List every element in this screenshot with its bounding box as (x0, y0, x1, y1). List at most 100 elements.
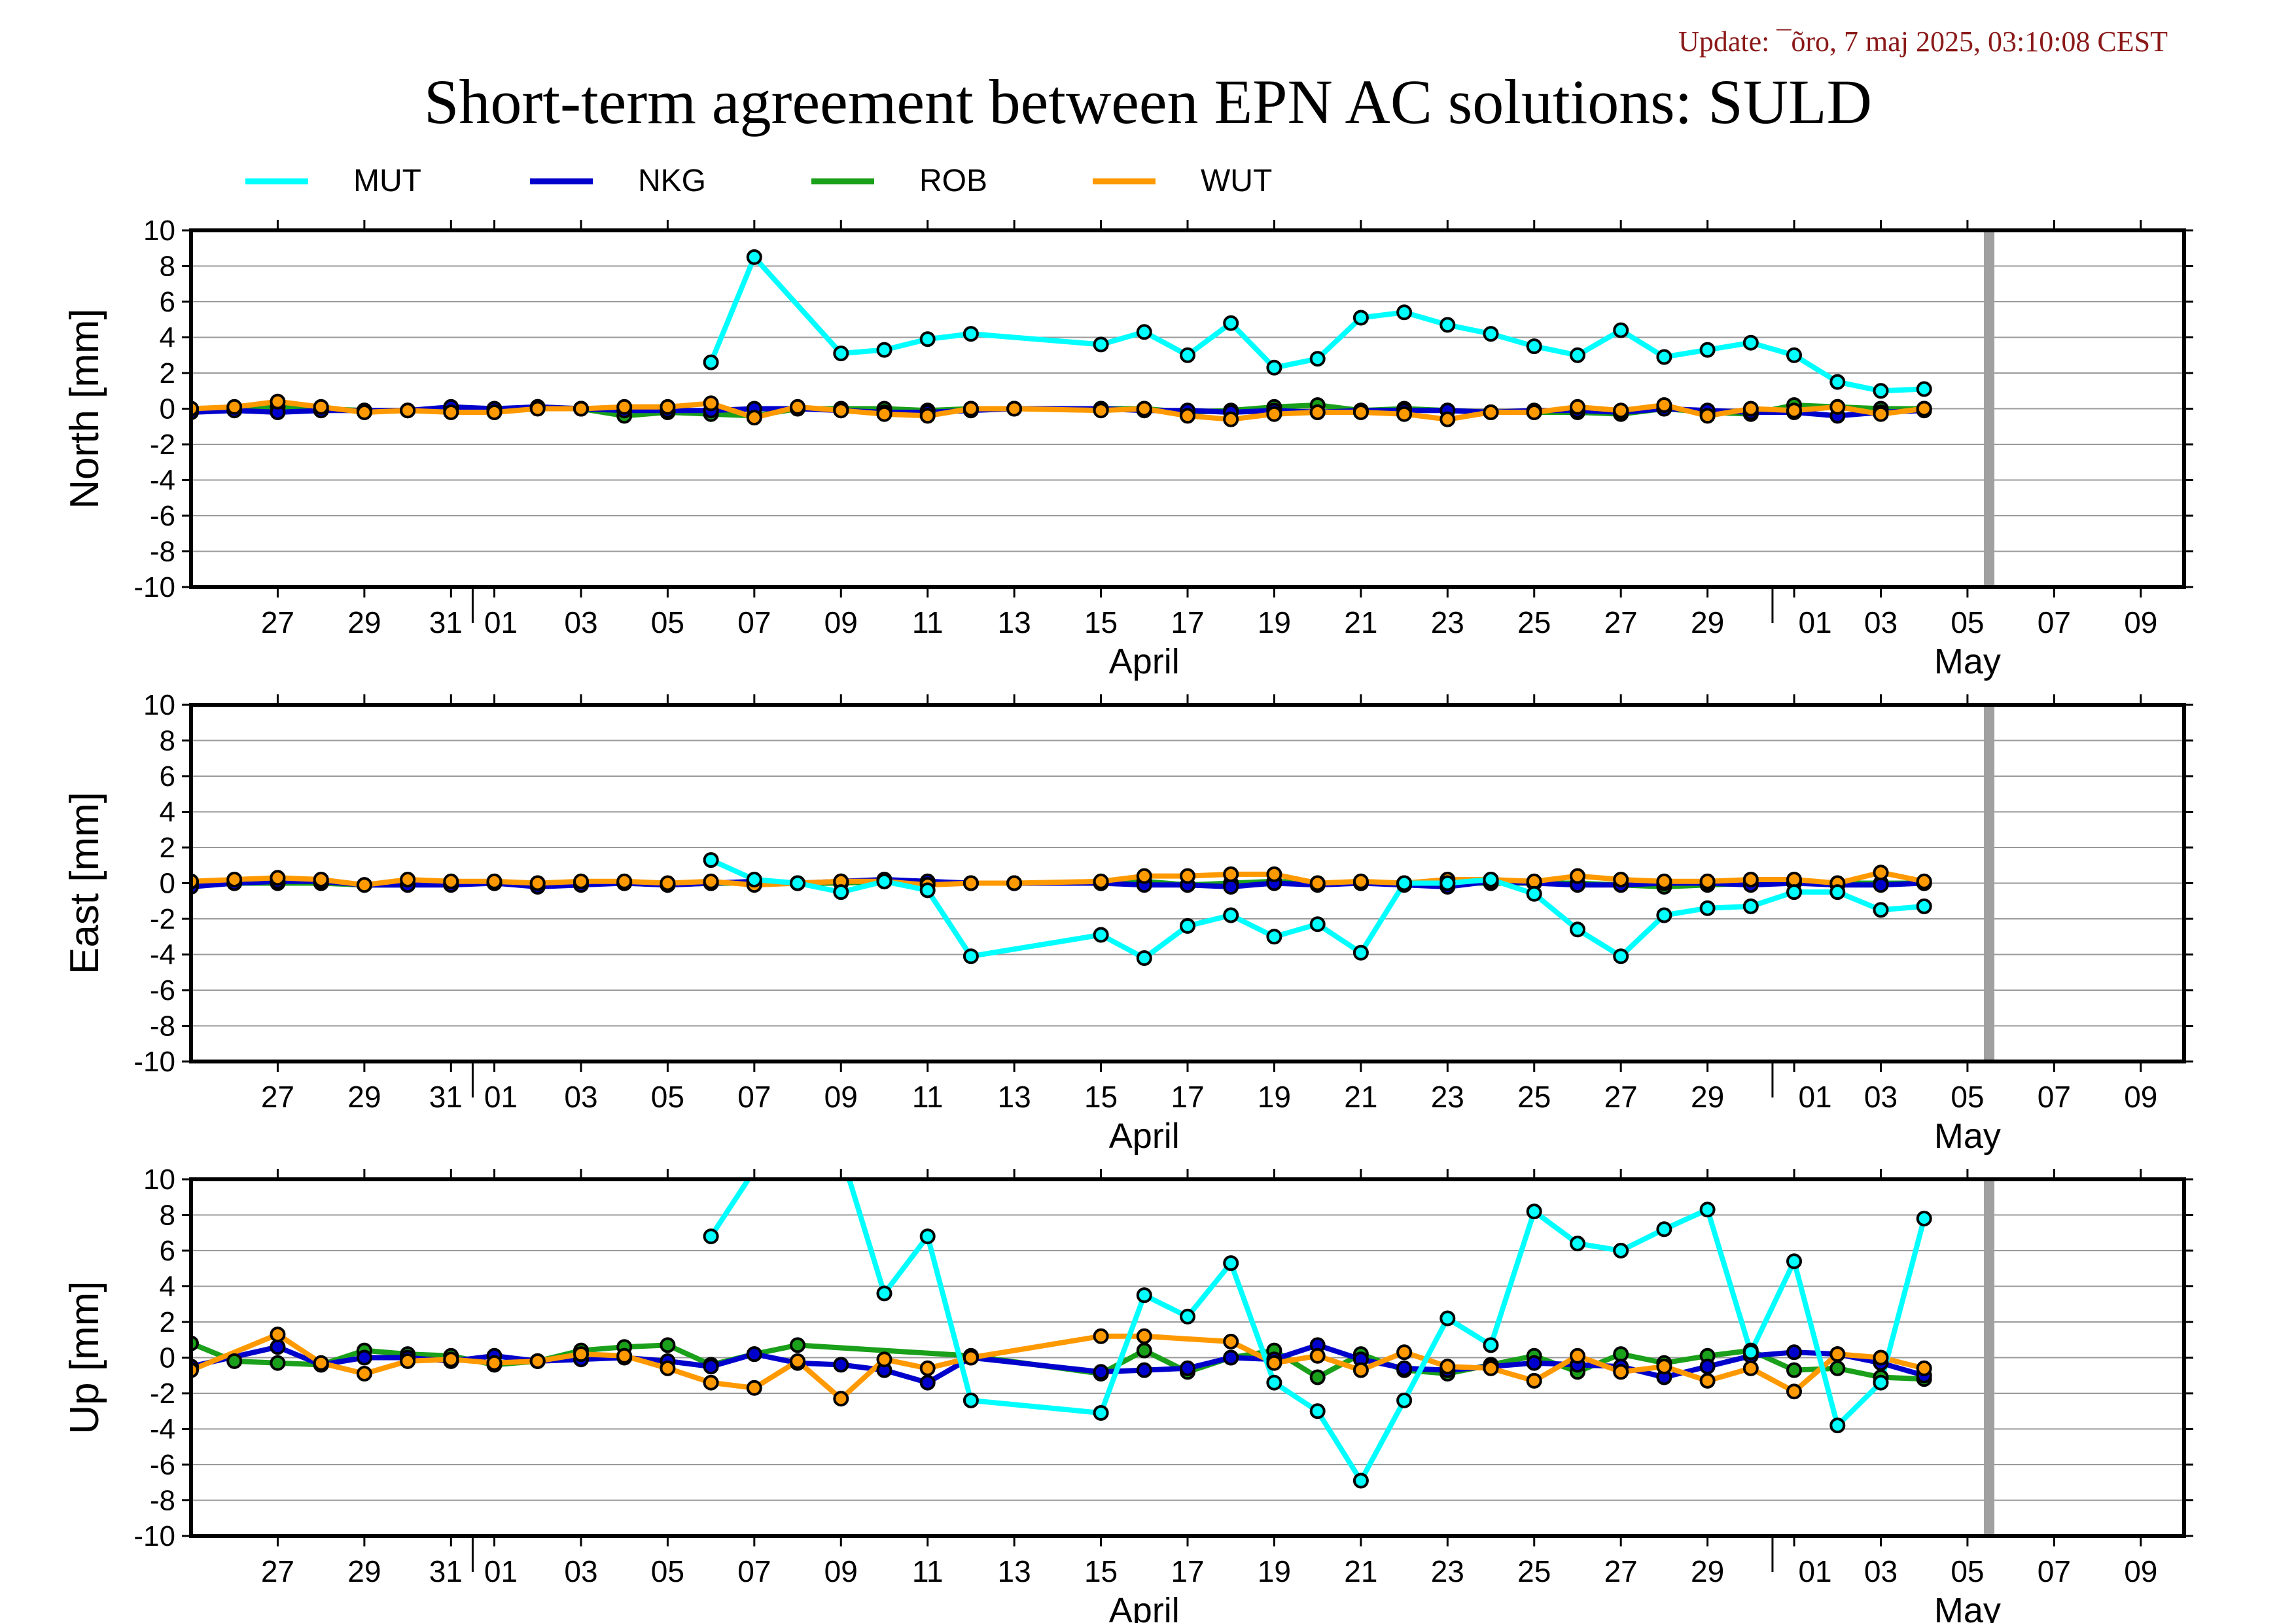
data-point-wut (573, 873, 589, 889)
x-tick-label: 01 (484, 1080, 518, 1114)
x-tick-label: 31 (429, 1554, 463, 1588)
data-point-mut (833, 346, 849, 361)
x-tick-label: 25 (1517, 605, 1551, 639)
plot-frame (189, 703, 2186, 1063)
data-point-nkg (356, 1349, 372, 1366)
legend-label-rob: ROB (919, 164, 987, 198)
x-tick-label: 05 (651, 605, 684, 639)
data-point-wut (1439, 1359, 1456, 1375)
data-point-wut (313, 399, 329, 415)
data-point-mut (963, 948, 979, 965)
data-point-wut (1309, 875, 1326, 891)
data-point-wut (529, 401, 546, 417)
data-point-wut (876, 406, 892, 422)
data-point-rob (270, 1355, 286, 1371)
x-tick-label: 19 (1258, 1554, 1291, 1588)
data-point-wut (1699, 408, 1716, 424)
data-point-nkg (919, 1374, 936, 1391)
data-point-wut (1352, 1362, 1369, 1378)
series-line-mut (709, 857, 1925, 961)
y-tick-label: 2 (160, 357, 175, 389)
x-tick-label: 27 (1604, 1080, 1638, 1114)
x-tick-label: 03 (1864, 1554, 1898, 1588)
data-point-wut (226, 872, 243, 887)
data-point-mut (1613, 322, 1629, 338)
data-point-mut (919, 331, 936, 348)
current-date-marker (1984, 705, 1995, 1061)
data-point-mut (1352, 944, 1369, 961)
y-tick-label: 4 (160, 1271, 175, 1303)
data-point-wut (703, 1374, 719, 1391)
data-point-mut (876, 1285, 892, 1302)
data-point-wut (1829, 1346, 1846, 1363)
data-point-wut (1439, 411, 1456, 427)
data-point-wut (1136, 401, 1152, 417)
data-point-wut (443, 1351, 459, 1368)
data-point-wut (1136, 1328, 1152, 1344)
data-point-mut (1873, 902, 1889, 918)
data-point-mut (1396, 304, 1413, 321)
data-point-wut (1699, 1372, 1716, 1389)
data-point-wut (270, 393, 286, 410)
data-point-mut (1526, 885, 1542, 902)
data-point-wut (270, 870, 286, 886)
y-tick-label: -6 (150, 500, 175, 532)
x-tick-label: 23 (1431, 1554, 1464, 1588)
data-point-wut (1223, 411, 1239, 427)
x-tick-label: 01 (1798, 605, 1831, 639)
legend-label-mut: MUT (353, 164, 421, 198)
data-point-wut (660, 399, 676, 415)
data-point-wut (1006, 875, 1023, 891)
x-tick-label: 09 (824, 605, 858, 639)
data-point-wut (963, 401, 979, 417)
series-line-mut (708, 254, 1924, 394)
data-point-mut (1483, 326, 1499, 342)
data-point-wut (616, 1347, 633, 1364)
data-point-mut (1786, 884, 1802, 901)
data-point-mut (1309, 916, 1326, 933)
data-point-wut (616, 399, 633, 415)
data-point-rob (1786, 1362, 1802, 1378)
y-tick-label: 10 (143, 1164, 175, 1196)
data-point-mut (1093, 1405, 1109, 1421)
data-point-wut (1352, 873, 1369, 889)
y-tick-label: -4 (150, 939, 175, 971)
series-line-mut (709, 1179, 1927, 1484)
x-tick-label: 01 (484, 1554, 518, 1588)
x-tick-label: 31 (429, 605, 463, 639)
x-tick-label: 31 (429, 1080, 463, 1114)
data-point-mut (1829, 374, 1846, 390)
data-point-wut (1180, 868, 1195, 884)
data-point-wut (1570, 1347, 1585, 1364)
data-point-wut (226, 399, 243, 415)
data-point-nkg (1223, 879, 1239, 895)
data-point-mut (1223, 907, 1239, 923)
x-tick-label: 17 (1171, 605, 1204, 639)
data-point-nkg (1526, 1355, 1542, 1371)
data-point-wut (313, 872, 329, 887)
data-point-mut (1093, 336, 1109, 353)
data-point-mut (1916, 1211, 1932, 1226)
data-point-mut (1223, 1255, 1239, 1272)
x-tick-label: 07 (2038, 1554, 2071, 1588)
data-point-mut (1786, 1253, 1802, 1270)
data-point-wut (443, 404, 459, 420)
x-tick-label: 05 (1951, 1080, 1984, 1114)
data-point-rob (1136, 1342, 1152, 1359)
data-point-wut (703, 395, 719, 412)
x-tick-label: 25 (1517, 1554, 1551, 1588)
data-point-wut (356, 404, 372, 420)
data-point-wut (1093, 873, 1109, 889)
data-point-nkg (1180, 1360, 1195, 1376)
y-tick-label: 2 (160, 1306, 175, 1338)
data-point-mut (1223, 315, 1239, 331)
y-tick-label: 2 (160, 832, 175, 864)
data-point-mut (1742, 334, 1759, 351)
data-point-mut (1396, 1392, 1413, 1408)
month-label: April (1109, 1116, 1180, 1156)
y-tick-label: 10 (143, 215, 175, 247)
data-point-wut (486, 404, 503, 420)
month-label: May (1934, 1116, 2001, 1156)
data-point-rob (226, 1353, 243, 1369)
data-point-wut (1180, 408, 1195, 424)
